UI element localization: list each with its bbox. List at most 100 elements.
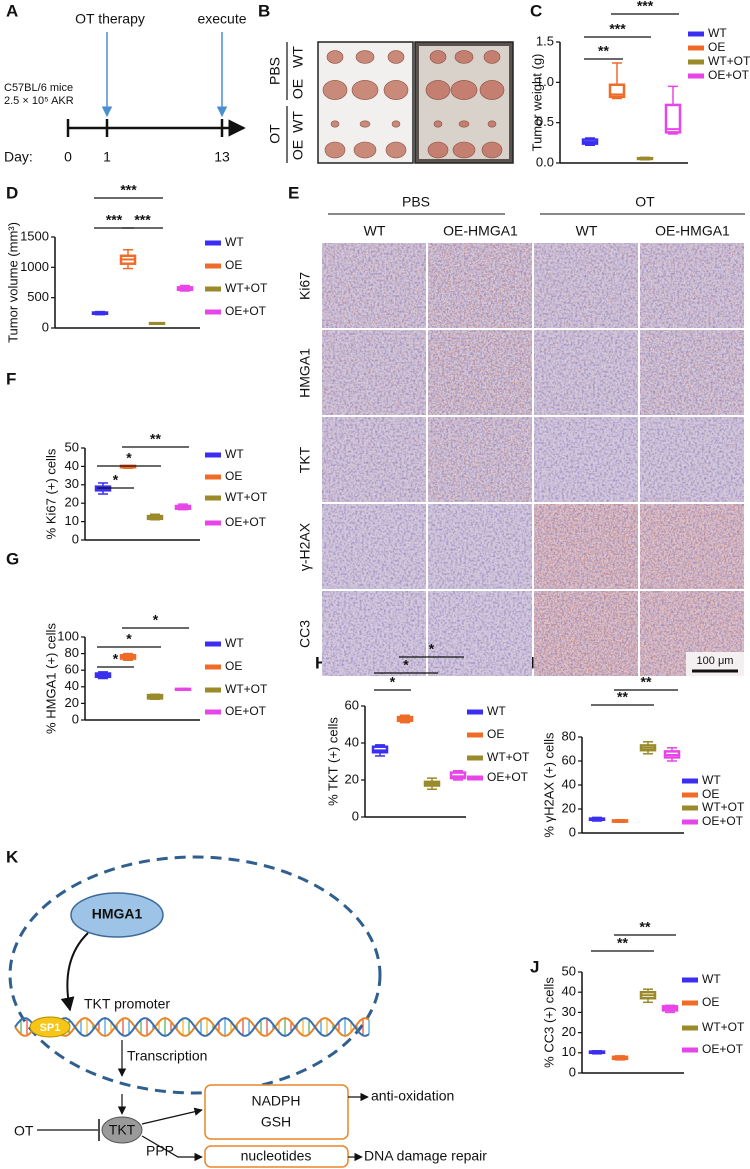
y-tick-label: 80 [562, 728, 576, 743]
photo-tray [419, 46, 509, 159]
tumor [355, 50, 375, 64]
tumor [383, 80, 409, 100]
panel-letter: E [288, 183, 299, 202]
panel-letter: J [530, 957, 539, 976]
significance-label: ** [150, 431, 161, 447]
y-tick-label: 60 [65, 662, 79, 677]
y-tick-label: 40 [65, 458, 79, 473]
legend-swatch [682, 1047, 698, 1053]
legend-swatch [205, 709, 221, 715]
column-label: OE-HMGA1 [443, 223, 518, 239]
panel-letter: B [258, 1, 270, 20]
y-tick-label: 30 [65, 476, 79, 491]
significance-label: *** [609, 21, 626, 37]
tumor [483, 50, 501, 64]
y-tick-label: 0 [72, 531, 79, 546]
legend-swatch [205, 309, 221, 315]
legend-swatch [205, 495, 221, 501]
mechanism-diagram: HMGA1 SP1 TKT promoter Transcription TKT… [8, 855, 487, 1168]
panel-letter: A [6, 1, 18, 20]
panel-letter: C [530, 1, 542, 20]
panel-letter: D [6, 183, 18, 202]
y-tick-label: 40 [562, 984, 576, 999]
y-axis-label: % Ki67 (+) cells [43, 448, 58, 539]
sp1-label: SP1 [40, 1022, 61, 1034]
tumor [487, 120, 497, 128]
tumor [391, 120, 401, 128]
y-tick-label: 20 [562, 800, 576, 815]
tumor [427, 141, 449, 159]
significance-label: ** [617, 689, 628, 705]
tissue-stain [322, 330, 426, 415]
transcription-label: Transcription [127, 1048, 207, 1064]
tkt-label: TKT [109, 1122, 136, 1138]
y-tick-label: 0 [569, 1064, 576, 1079]
significance-label: ** [617, 935, 628, 951]
tissue-stain [534, 504, 638, 589]
significance-label: * [403, 657, 409, 673]
group-label: OT [267, 124, 283, 144]
tissue-stain [428, 330, 532, 415]
tumor [479, 80, 505, 100]
legend-label: OE+OT [702, 814, 744, 828]
tissue-stain [534, 330, 638, 415]
pathway-arrow [141, 1135, 203, 1162]
legend-label: WT+OT [702, 1020, 745, 1034]
legend-label: OE+OT [702, 1042, 744, 1056]
legend-label: WT+OT [708, 54, 750, 68]
legend-label: OE+OT [225, 704, 267, 718]
day-value: 0 [64, 149, 72, 165]
y-axis-label: Tumor weight (g) [529, 54, 544, 152]
tkt-node [101, 1116, 143, 1144]
y-tick-label: 0 [42, 319, 49, 334]
legend-label: OE [487, 727, 504, 741]
legend-swatch [688, 59, 704, 65]
day-value: 13 [214, 149, 230, 165]
legend-swatch [682, 778, 698, 784]
y-tick-label: 10 [562, 1044, 576, 1059]
legend-label: OE+OT [708, 68, 750, 82]
legend-label: WT [702, 773, 721, 787]
event-label: OT therapy [75, 11, 145, 27]
tumor [429, 50, 447, 64]
tumor [353, 141, 377, 159]
legend-swatch [688, 45, 704, 51]
legend-swatch [682, 1000, 698, 1006]
row-label: γ-H2AX [297, 522, 313, 571]
panel-letter: F [6, 369, 16, 388]
row-label: TKT [297, 446, 313, 473]
day-value: 1 [103, 149, 111, 165]
histology: PBS OT WT OE-HMGA1 WT OE-HMGA1 Ki67 HMGA1 TKT γ… [297, 194, 745, 676]
legend-label: OE+OT [225, 304, 267, 318]
y-axis-label: % CC3 (+) cells [541, 977, 556, 1068]
y-tick-label: 40 [65, 678, 79, 693]
y-tick-label: 1.0 [536, 74, 554, 89]
tissue-stain [640, 417, 744, 502]
panel-letter: K [6, 847, 19, 866]
y-tick-label: 40 [562, 776, 576, 791]
row-label: CC3 [297, 620, 313, 648]
legend-swatch [467, 732, 483, 738]
legend-label: OE [225, 258, 242, 272]
product-label: GSH [261, 1114, 291, 1130]
tumor [385, 141, 407, 159]
y-tick-label: 0 [352, 808, 359, 823]
product-label: nucleotides [241, 1148, 312, 1164]
tissue-stain [640, 243, 744, 328]
legend-swatch [205, 240, 221, 246]
tumor [452, 141, 476, 159]
binding-arrow [60, 932, 89, 1012]
legend-label: WT [708, 26, 727, 40]
tumor [351, 80, 379, 100]
legend-label: OE [708, 40, 725, 54]
legend-swatch [467, 709, 483, 715]
y-tick-label: 60 [562, 752, 576, 767]
y-tick-label: 1500 [20, 228, 49, 243]
tissue-stain [534, 417, 638, 502]
product-label: NADPH [251, 1093, 300, 1109]
y-tick-label: 0.5 [536, 114, 554, 129]
hmga1-node [70, 892, 164, 938]
y-tick-label: 1.5 [536, 33, 554, 48]
y-tick-label: 60 [345, 697, 359, 712]
